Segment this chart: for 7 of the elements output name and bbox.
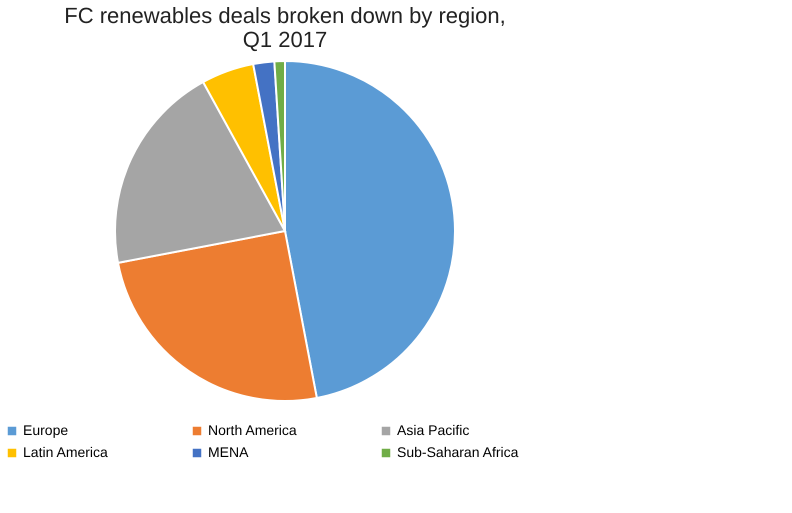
legend-label: Europe [23, 422, 68, 438]
legend-label: North America [208, 422, 297, 438]
legend-label: MENA [208, 444, 250, 460]
legend-label: Asia Pacific [397, 422, 470, 438]
legend-label: Sub-Saharan Africa [397, 444, 519, 460]
chart-title: FC renewables deals broken down by region, Q1 2017 [64, 3, 506, 52]
legend-label: Latin America [23, 444, 108, 460]
